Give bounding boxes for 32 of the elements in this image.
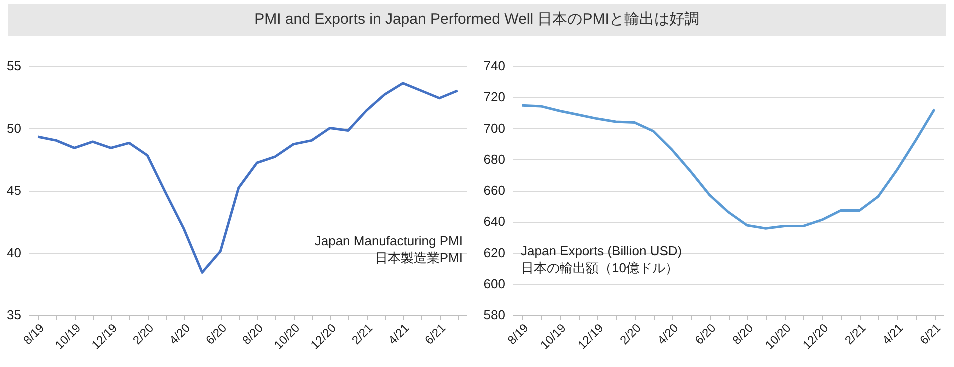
text: Japan Exports (Billion USD) 日本の輸出額（10億ドル） xyxy=(521,243,682,276)
x-tick-label: 8/19 xyxy=(504,320,532,348)
y-tick-label: 680 xyxy=(484,152,506,167)
y-tick-label: 640 xyxy=(484,214,506,230)
x-tick-label: 2/21 xyxy=(349,320,376,348)
x-tick-label: 8/19 xyxy=(20,320,48,348)
y-tick-label: 740 xyxy=(484,58,506,74)
x-tick-label: 4/21 xyxy=(386,320,412,348)
y-tick-label: 35 xyxy=(7,308,22,322)
y-tick-label: 600 xyxy=(484,276,506,292)
y-tick-label: 40 xyxy=(7,245,22,260)
y-tick-label: 55 xyxy=(7,58,22,74)
line-series xyxy=(521,104,936,230)
y-tick-label: 620 xyxy=(484,245,506,260)
y-tick-label: 580 xyxy=(484,308,506,322)
x-tick-label: 4/21 xyxy=(880,320,906,348)
x-tick-label: 6/21 xyxy=(422,320,449,348)
y-tick-label: 720 xyxy=(484,90,506,105)
x-tick-label: 4/20 xyxy=(166,320,194,348)
y-tick-label: 50 xyxy=(7,120,22,136)
x-tick-label: 4/20 xyxy=(654,320,682,348)
y-tick-label: 45 xyxy=(7,183,22,198)
y-tick-label: 660 xyxy=(484,183,506,198)
x-tick-label: 2/21 xyxy=(842,320,869,348)
x-tick-label: 6/21 xyxy=(917,320,944,348)
x-tick-label: 8/20 xyxy=(240,320,266,348)
chart-title: PMI and Exports in Japan Performed Well 日本のPMIと輸出は好調 xyxy=(8,4,946,36)
x-tick-label: 8/20 xyxy=(730,320,756,348)
x-tick-label: 6/20 xyxy=(692,320,719,348)
y-tick-label: 700 xyxy=(484,120,506,136)
text: Japan Manufacturing PMI 日本製造業PMI xyxy=(314,233,463,266)
x-tick-label: 6/20 xyxy=(203,320,230,348)
